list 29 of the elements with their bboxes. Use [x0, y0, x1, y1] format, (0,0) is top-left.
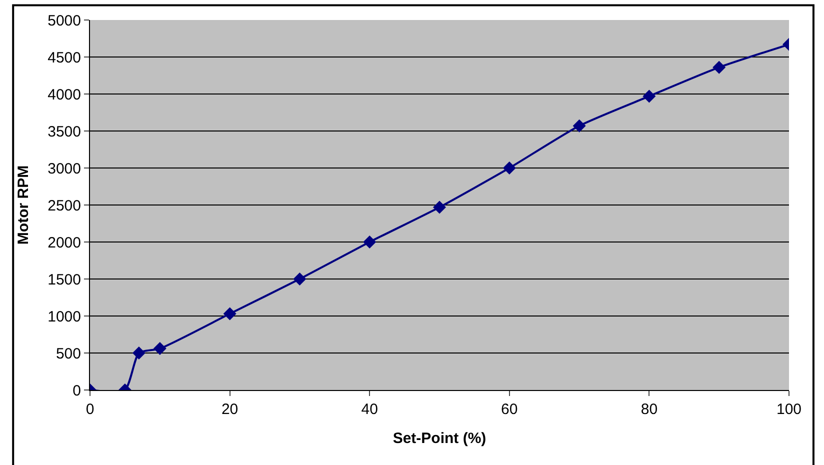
x-tick-label: 60: [501, 401, 518, 418]
y-tick-label: 5000: [48, 12, 81, 30]
x-tick-label: 100: [776, 401, 802, 418]
point: [712, 60, 726, 74]
y-tick-label: 1500: [48, 271, 81, 288]
x-tick-label: 80: [640, 401, 658, 418]
point: [132, 346, 146, 360]
point: [433, 200, 446, 214]
point: [293, 272, 306, 286]
y-tick-label: 4500: [48, 49, 81, 66]
y-tick-label: 0: [72, 382, 81, 400]
point: [223, 307, 236, 320]
y-tick-label: 3000: [48, 160, 81, 178]
y-tick-label: 2000: [48, 234, 81, 252]
x-tick-label: 0: [86, 401, 94, 418]
y-tick-label: 4000: [48, 86, 81, 104]
y-tick-label: 3500: [48, 123, 81, 140]
y-tick-label: 2500: [48, 197, 81, 214]
y-tick-label: 500: [56, 345, 81, 362]
point: [363, 236, 376, 248]
x-tick-label: 40: [361, 401, 378, 418]
y-axis-title: Motor RPM: [14, 165, 32, 245]
x-tick-label: 20: [221, 401, 238, 418]
point: [572, 119, 586, 132]
point: [642, 90, 656, 103]
x-axis-title: Set-Point (%): [392, 430, 486, 447]
point: [502, 162, 516, 174]
y-tick-label: 1000: [48, 308, 81, 326]
point: [153, 342, 166, 356]
